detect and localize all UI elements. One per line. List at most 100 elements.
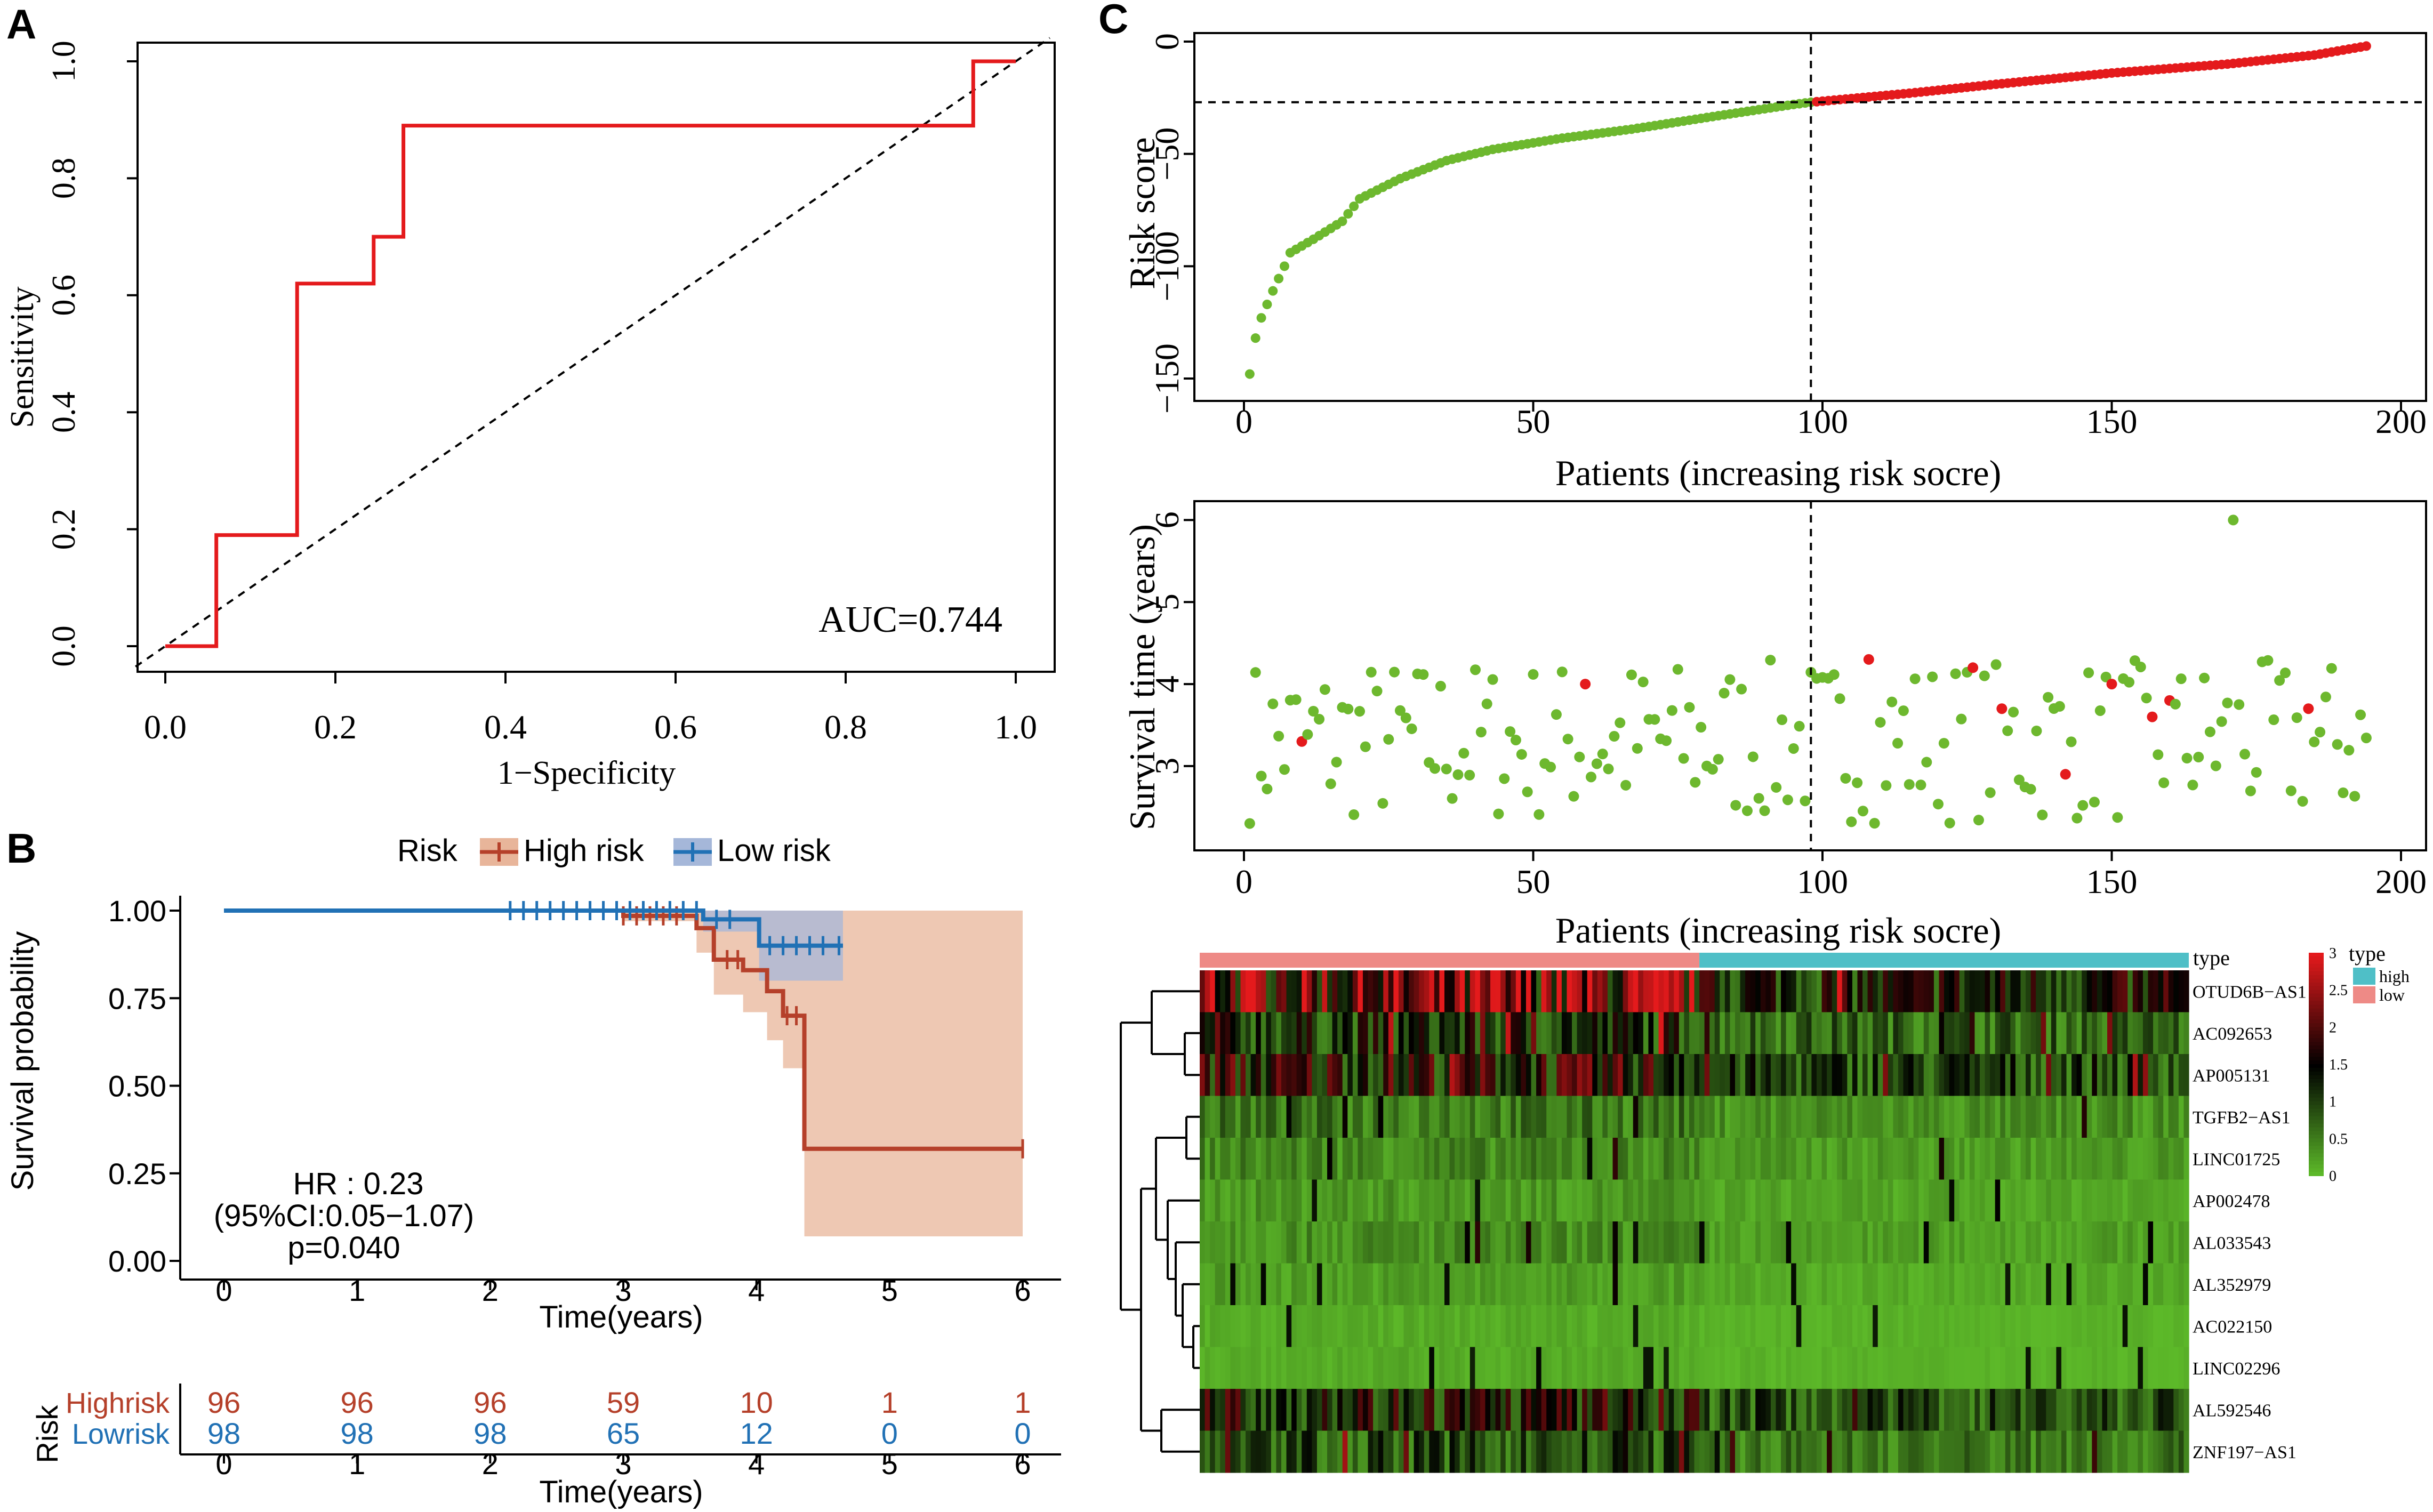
heatmap-cell <box>1541 1430 1547 1473</box>
type-annotation-high <box>1699 953 2189 968</box>
heatmap-cell <box>1643 1221 1649 1264</box>
heatmap-cell <box>1312 1012 1318 1055</box>
heatmap-cell <box>1205 1179 1210 1222</box>
heatmap-cell <box>1745 1347 1751 1389</box>
survival-point-alive <box>1325 778 1336 790</box>
heatmap-cell <box>1362 1138 1369 1180</box>
heatmap-cell <box>1720 1347 1725 1389</box>
heatmap-cell <box>1480 1179 1486 1222</box>
heatmap-cell <box>1434 970 1440 1013</box>
heatmap-cell <box>1602 1054 1608 1097</box>
heatmap-cell <box>2061 1096 2067 1138</box>
heatmap-cell <box>1582 1263 1588 1306</box>
heatmap-cell <box>1322 1347 1328 1389</box>
heatmap-cell <box>1857 1221 1863 1264</box>
panel-a: A 0.00.20.40.60.81.0 0.0 0.2 0.4 0.6 0.8 1.0 … <box>4 1 1056 791</box>
heatmap-cell <box>1230 1347 1236 1389</box>
survival-point-alive <box>1904 779 1915 790</box>
heatmap-cell <box>1419 970 1425 1013</box>
survival-point-alive <box>1505 726 1516 737</box>
risk-count-low: 98 <box>207 1417 240 1450</box>
heatmap-cell <box>1525 1012 1532 1055</box>
heatmap-cell <box>1500 1347 1506 1389</box>
heatmap-cell <box>1449 1012 1455 1055</box>
heatmap-cell <box>1312 1389 1318 1431</box>
heatmap-cell <box>2168 1179 2174 1222</box>
heatmap-cell <box>1939 1305 1945 1348</box>
heatmap-cell <box>2051 1221 2057 1264</box>
heatmap-cell <box>1393 1347 1399 1389</box>
heatmap-cell <box>2051 1263 2057 1306</box>
heatmap-cell <box>2127 1138 2133 1180</box>
heatmap-cell <box>2076 1096 2082 1138</box>
heatmap-cell <box>1796 970 1802 1013</box>
heatmap-cell <box>1791 1138 1797 1180</box>
heatmap-cell <box>1521 1138 1527 1180</box>
heatmap-cell <box>1480 1096 1486 1138</box>
heatmap-cell <box>2163 1389 2169 1431</box>
heatmap-cell <box>1536 1430 1542 1473</box>
heatmap-cell <box>1531 1389 1537 1431</box>
heatmap-cell <box>1913 1221 1919 1264</box>
heatmap-cell <box>1358 1096 1363 1138</box>
heatmap-cell <box>1327 1389 1333 1431</box>
heatmap-cell <box>1220 1012 1226 1055</box>
heatmap-cell <box>2092 970 2098 1013</box>
heatmap-cell <box>1434 1430 1440 1473</box>
heatmap-cell <box>1271 1389 1277 1431</box>
heatmap-cell <box>1714 1430 1720 1473</box>
heatmap-cell <box>1612 970 1618 1013</box>
heatmap-cell <box>1903 1263 1909 1306</box>
heatmap-cell <box>1587 1389 1593 1431</box>
heatmap-cell <box>1623 1012 1628 1055</box>
heatmap-cell <box>1567 1138 1572 1180</box>
heatmap-cell <box>1429 1096 1435 1138</box>
heatmap-cell <box>1200 1430 1206 1473</box>
heatmap-cell <box>1827 1096 1833 1138</box>
heatmap-cell <box>1490 1389 1496 1431</box>
heatmap-cell <box>2036 1096 2042 1138</box>
heatmap-cell <box>1373 1096 1379 1138</box>
heatmap-cell <box>1403 1305 1409 1348</box>
heatmap-cell <box>1811 1347 1817 1389</box>
heatmap-cell <box>1740 1430 1746 1473</box>
risk-score-point-low <box>1256 313 1266 323</box>
heatmap-cell <box>1521 1054 1527 1097</box>
heatmap-cell <box>2148 1305 2154 1348</box>
heatmap-cell <box>1373 1179 1379 1222</box>
heatmap-cell <box>1368 1138 1374 1180</box>
heatmap-cell <box>1505 1305 1511 1348</box>
heatmap-cell <box>1398 1054 1404 1097</box>
heatmap-cell <box>2092 1138 2098 1180</box>
heatmap-cell <box>1633 1138 1639 1180</box>
heatmap-cell <box>1918 1012 1924 1055</box>
heatmap-cell <box>1939 1012 1945 1055</box>
heatmap-cell <box>2026 1179 2031 1222</box>
heatmap-cell <box>1612 1263 1618 1306</box>
heatmap-cell <box>2046 1347 2052 1389</box>
heatmap-cell <box>2082 1430 2087 1473</box>
risk-score-plot: 0−50−100−150 0 50 100 150 200 Patients (incr… <box>1122 32 2427 493</box>
km-curve-high <box>224 908 1023 1151</box>
heatmap-cell <box>1801 1347 1807 1389</box>
heatmap-cell <box>1857 1263 1863 1306</box>
heatmap-cell <box>1302 1138 1307 1180</box>
colorbar-tick-label: 2 <box>2329 1019 2336 1036</box>
heatmap-cell <box>1536 1054 1542 1097</box>
heatmap-cell <box>1633 1347 1639 1389</box>
heatmap-cell <box>1205 1347 1210 1389</box>
heatmap-cell <box>1704 1263 1710 1306</box>
heatmap-cell <box>1312 1096 1318 1138</box>
heatmap-cell <box>1618 1221 1624 1264</box>
heatmap-cell <box>1893 1305 1899 1348</box>
heatmap-cell <box>1276 1221 1282 1264</box>
risk-score-point-high <box>2361 41 2371 51</box>
panel-b: B Risk High risk Low risk 0.000.250.500.… <box>5 825 1061 1509</box>
heatmap-cell <box>1638 1138 1644 1180</box>
survival-point-alive <box>1516 749 1527 760</box>
heatmap-cell <box>1786 1221 1792 1264</box>
heatmap-cell <box>1246 1012 1251 1055</box>
heatmap-cell <box>1618 970 1624 1013</box>
heatmap-cell <box>1424 1012 1430 1055</box>
heatmap-cell <box>1974 1430 1980 1473</box>
